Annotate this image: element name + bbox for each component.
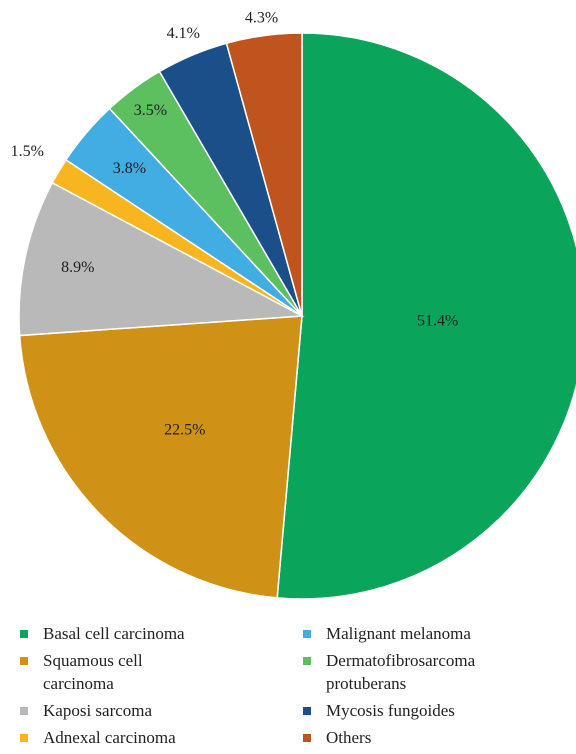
legend-label: Dermatofibrosarcoma protuberans	[326, 651, 476, 693]
slice-label: 3.8%	[113, 160, 146, 177]
pie-slice	[18, 315, 303, 599]
slice-label: 22.5%	[164, 422, 205, 439]
legend-swatch	[303, 657, 311, 665]
legend-item: Kaposi sarcoma	[20, 699, 303, 722]
slice-label: 51.4%	[417, 313, 458, 330]
legend-item: Dermatofibrosarcoma protuberans	[303, 649, 563, 695]
slice-label: 1.5%	[11, 143, 44, 160]
slice-label: 3.5%	[134, 102, 167, 119]
legend-label: Basal cell carcinoma	[43, 624, 185, 643]
legend-label: Others	[326, 728, 372, 747]
slice-label: 4.3%	[245, 9, 278, 26]
legend-swatch	[303, 707, 311, 715]
pie-slice	[18, 181, 305, 337]
legend-swatch	[20, 630, 28, 638]
legend-swatch	[20, 734, 28, 742]
pie-slice	[225, 32, 303, 317]
legend-swatch	[20, 657, 28, 665]
legend-item: Adnexal carcinoma	[20, 726, 303, 749]
legend-item: Squamous cell carcinoma	[20, 649, 303, 695]
legend-label: Malignant melanoma	[326, 624, 471, 643]
legend-swatch	[303, 734, 311, 742]
legend-item: Others	[303, 726, 563, 749]
legend-item: Mycosis fungoides	[303, 699, 563, 722]
legend-swatch	[303, 630, 311, 638]
legend-label: Kaposi sarcoma	[43, 701, 153, 720]
legend-label: Adnexal carcinoma	[43, 728, 176, 747]
legend-label: Squamous cell carcinoma	[43, 651, 143, 693]
chart: 51.4% 22.5% 8.9% 1.5% 3.8% 3.5% 4.1% 4.3%	[11, 9, 576, 600]
pie-slice	[276, 32, 576, 600]
slice-label: 8.9%	[61, 259, 94, 276]
legend-swatch	[20, 707, 28, 715]
legend-item: Basal cell carcinoma	[20, 622, 303, 645]
slice-label: 4.1%	[167, 25, 200, 42]
legend-label: Mycosis fungoides	[326, 701, 455, 720]
legend: Basal cell carcinoma Squamous cell carcin…	[20, 622, 576, 749]
legend-item: Malignant melanoma	[303, 622, 563, 645]
